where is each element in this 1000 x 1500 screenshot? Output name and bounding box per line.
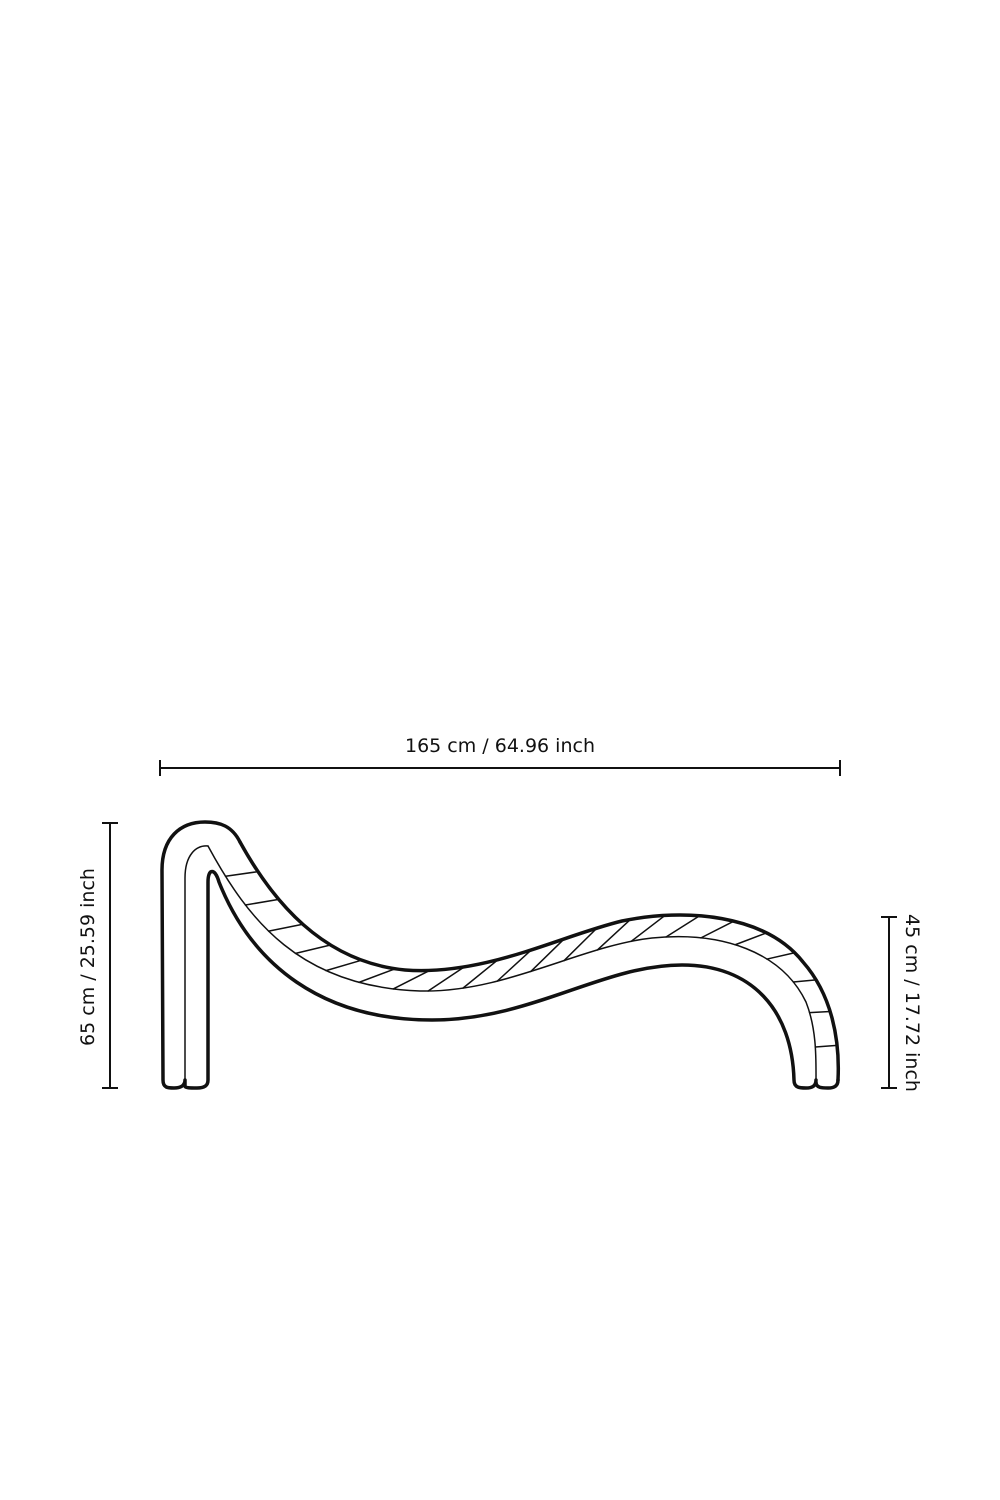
frame-outer-outline [160, 820, 840, 1090]
cushion-divider [294, 944, 332, 955]
cushion-divider [630, 914, 666, 943]
cushion-divider [766, 952, 796, 960]
cushion-divider [563, 927, 598, 962]
cushion-divider [700, 920, 735, 939]
cushion-divider [267, 923, 304, 932]
seat-height-dimension [881, 916, 897, 1089]
height-dimension [102, 822, 118, 1089]
seat-height-label: 45 cm / 17.72 inch [901, 914, 923, 1092]
frame-middle-line [207, 845, 817, 1083]
left-leg-middle-line [184, 845, 209, 1083]
height-label: 65 cm / 25.59 inch [77, 868, 99, 1046]
cushion-divider [596, 918, 632, 951]
width-label: 165 cm / 64.96 inch [405, 735, 595, 757]
cushion-divider [530, 938, 565, 973]
cushion-divider [665, 915, 701, 938]
cushion-divider [814, 1044, 838, 1048]
cushion-divider [427, 966, 465, 992]
cushion-divider [358, 968, 396, 984]
chaise-lounge-illustration [160, 820, 841, 1090]
cushion-divider [392, 969, 431, 990]
cushion-divider [808, 1010, 831, 1014]
cushion-divider [496, 949, 533, 982]
cushion-divider [734, 932, 768, 946]
width-dimension [159, 760, 841, 776]
cushion-divider [792, 979, 817, 983]
cushion-divider [244, 898, 280, 906]
cushion-divider [224, 870, 259, 878]
cushion-divider [325, 959, 363, 972]
cushion-divider [462, 958, 499, 989]
cushion-dividers [224, 870, 838, 1048]
cushion-top-outline [238, 840, 841, 1082]
